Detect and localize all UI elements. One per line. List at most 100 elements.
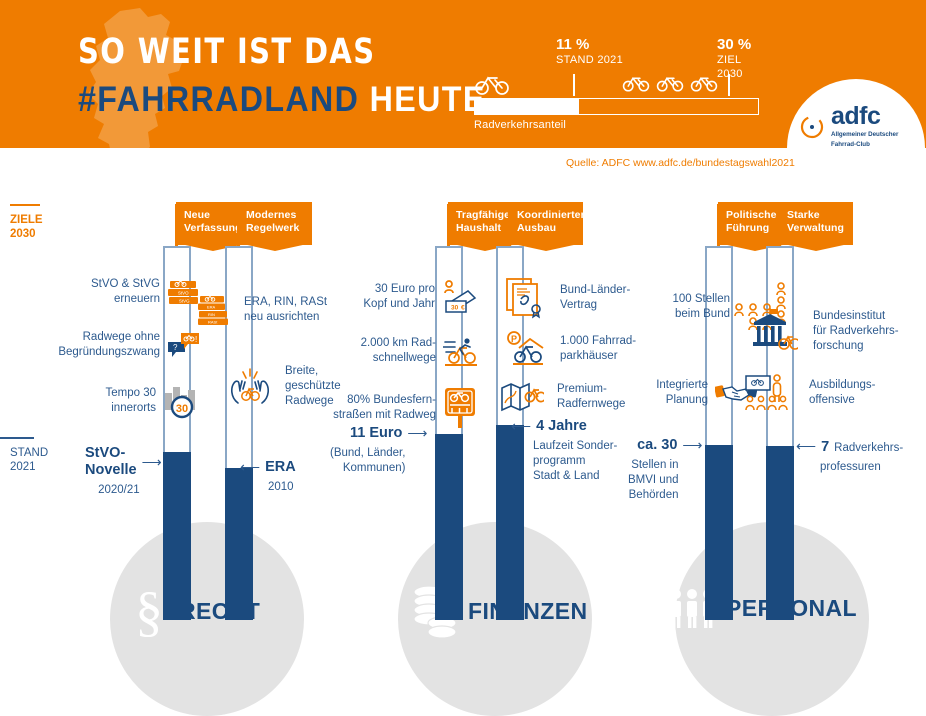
item-label: Breite, geschützte Radwege xyxy=(285,365,341,407)
svg-text:!: ! xyxy=(195,335,197,344)
item-label: 2.000 km Rad-schnellwege xyxy=(360,337,436,364)
flag-label: Starke Verwaltung xyxy=(787,209,845,234)
callout-sub: professuren xyxy=(820,461,881,473)
logo-subtitle-2: Fahrrad-Club xyxy=(831,141,870,148)
header-banner xyxy=(0,0,926,148)
guideline-books-icon: ERA RIN RASt xyxy=(198,295,228,325)
training-icon xyxy=(745,374,788,411)
item-radwege-ohne-begruendungszwang: Radwege ohne Begründungszwang ? ! xyxy=(44,330,201,360)
bike-share-progress: 11 % STAND 2021 30 % ZIEL 2030 xyxy=(474,36,759,131)
stand-rule xyxy=(0,437,34,439)
item-label: Radwege ohne Begründungszwang xyxy=(58,331,160,358)
item-label: Premium- Radfernwege xyxy=(557,383,626,410)
item-80-prozent-bundesfernstrassen: 80% Bundesfern-straßen mit Radweg xyxy=(326,387,477,429)
progress-icon-row xyxy=(474,72,759,98)
logo-subtitle-1: Allgemeiner Deutscher xyxy=(831,131,899,138)
item-era-rin-rast: ERA RIN RASt ERA, RIN, RASt neu ausrichten xyxy=(196,294,327,326)
arrow-right-icon: ⟶ xyxy=(682,437,703,453)
progress-current-pct: 11 % xyxy=(556,36,590,53)
flag-koordinierter-ausbau: Koordinierter Ausbau xyxy=(509,202,585,245)
arrow-right-icon: ⟶ xyxy=(141,453,162,470)
germany-map-silhouette xyxy=(88,8,183,172)
axis-label-ziele: ZIELE 2030 xyxy=(10,213,43,241)
item-label: 1.000 Fahrrad-parkhäuser xyxy=(560,335,637,362)
axis-label-stand: STAND 2021 xyxy=(10,446,48,474)
item-label: Bund-Länder- Vertrag xyxy=(560,284,631,311)
title-line-2: #FAHRRADLAND HEUTE xyxy=(78,80,486,120)
item-stvo-stvg: StVO & StVG erneuern StVO StVG xyxy=(60,277,201,307)
flag-label: Koordinierter Ausbau xyxy=(517,209,585,234)
svg-text:?: ? xyxy=(173,343,178,352)
item-label: Bundesinstitut für Radverkehrs-forschung xyxy=(813,309,899,352)
axis-ziele-line1: ZIELE xyxy=(10,214,43,226)
adfc-logo: adfc Allgemeiner Deutscher Fahrrad-Club xyxy=(800,104,898,149)
flag-label: Modernes Regelwerk xyxy=(246,209,300,234)
item-bundesinstitut-radverkehrsforschung: Bundesinstitut für Radverkehrs-forschung xyxy=(746,307,899,355)
bar-fill xyxy=(225,468,253,620)
contract-icon xyxy=(506,278,541,319)
flag-starke-verwaltung: Starke Verwaltung xyxy=(779,202,853,245)
item-label: 100 Stellen beim Bund xyxy=(672,293,730,320)
flag-label: Politische Führung xyxy=(726,209,777,234)
progress-current-label: 11 % STAND 2021 xyxy=(556,36,623,67)
svg-text:30: 30 xyxy=(176,403,188,415)
item-integrierte-planung: Integrierte Planung xyxy=(632,378,757,408)
callout-7-professuren: ⟵ 7 Radverkehrs- professuren xyxy=(796,438,903,475)
bicycle-icon xyxy=(656,76,684,92)
svg-text:ERA: ERA xyxy=(207,305,216,310)
fast-cyclist-icon xyxy=(443,338,477,366)
arrow-left-icon: ⟵ xyxy=(511,418,532,434)
bicycle-icon xyxy=(690,76,718,92)
bar-fill xyxy=(163,452,191,620)
bike-parking-icon: P xyxy=(507,331,544,365)
axis-stand-line2: 2021 xyxy=(10,461,36,473)
axis-ziele-line2: 2030 xyxy=(10,228,36,240)
callout-sub: Laufzeit Sonder-programm Stadt & Land xyxy=(533,440,618,482)
item-tempo-30-innerorts: Tempo 30 innerorts 30 xyxy=(78,383,201,419)
item-ausbildungsoffensive: Ausbildungs-offensive xyxy=(744,374,875,412)
protected-bike-lane-icon xyxy=(231,367,269,404)
bar-fill xyxy=(496,425,524,620)
flag-label: Tragfähiger Haushalt xyxy=(456,209,515,234)
group-caption-personal: PERSONAL xyxy=(668,586,857,630)
callout-sub-inline: Radverkehrs- xyxy=(834,442,904,454)
bar-fill xyxy=(435,434,463,620)
callout-title: ca. 30 xyxy=(637,437,678,453)
flag-label: Neue Verfassung xyxy=(184,209,242,234)
svg-text:€: € xyxy=(461,305,465,312)
svg-text:StVG: StVG xyxy=(179,299,190,304)
axis-stand-line1: STAND xyxy=(10,447,49,459)
banknotes-icon: 30 € xyxy=(444,280,477,313)
item-2000km-radschnellwege: 2.000 km Rad-schnellwege xyxy=(350,335,479,367)
map-bike-icon xyxy=(501,382,544,412)
item-label: ERA, RIN, RASt neu ausrichten xyxy=(244,296,328,323)
arrow-left-icon: ⟵ xyxy=(796,438,817,454)
law-books-icon: StVO StVG xyxy=(168,280,198,304)
paragraph-icon: § xyxy=(135,585,163,637)
bicycle-icon xyxy=(622,76,650,92)
item-label: Tempo 30 innerorts xyxy=(105,387,156,414)
svg-text:P: P xyxy=(511,334,517,344)
svg-text:RIN: RIN xyxy=(208,312,215,317)
speech-bubbles-icon: ? ! xyxy=(168,333,199,357)
arrow-right-icon: ⟶ xyxy=(407,425,428,441)
svg-text:RASt: RASt xyxy=(208,320,218,325)
callout-sub: 2010 xyxy=(268,481,294,493)
bicycle-icon xyxy=(475,76,509,95)
progress-target-sub: ZIEL 2030 xyxy=(717,54,743,80)
callout-11-euro: 11 Euro ⟶ (Bund, Länder, Kommunen) xyxy=(330,425,427,476)
source-note: Quelle: ADFC www.adfc.de/bundestagswahl2… xyxy=(566,157,795,169)
progress-tick-target xyxy=(728,74,730,96)
page-title: SO WEIT IST DAS #FAHRRADLAND HEUTE xyxy=(78,32,521,120)
svg-text:30: 30 xyxy=(451,305,459,312)
group-label-finanzen: FINANZEN xyxy=(468,597,588,624)
progress-target-pct: 30 % xyxy=(717,36,752,53)
title-line-1: SO WEIT IST DAS xyxy=(78,32,376,72)
item-label: Ausbildungs-offensive xyxy=(809,379,876,406)
callout-ca-30: ca. 30 ⟶ Stellen in BMVI und Behörden xyxy=(628,437,703,503)
adfc-wheel-icon xyxy=(800,115,824,138)
item-30-euro-pro-kopf: 30 Euro pro Kopf und Jahr 30 € xyxy=(341,279,478,315)
institute-building-icon xyxy=(753,308,798,350)
progress-current-sub: STAND 2021 xyxy=(556,54,623,66)
svg-text:StVO: StVO xyxy=(178,291,189,296)
